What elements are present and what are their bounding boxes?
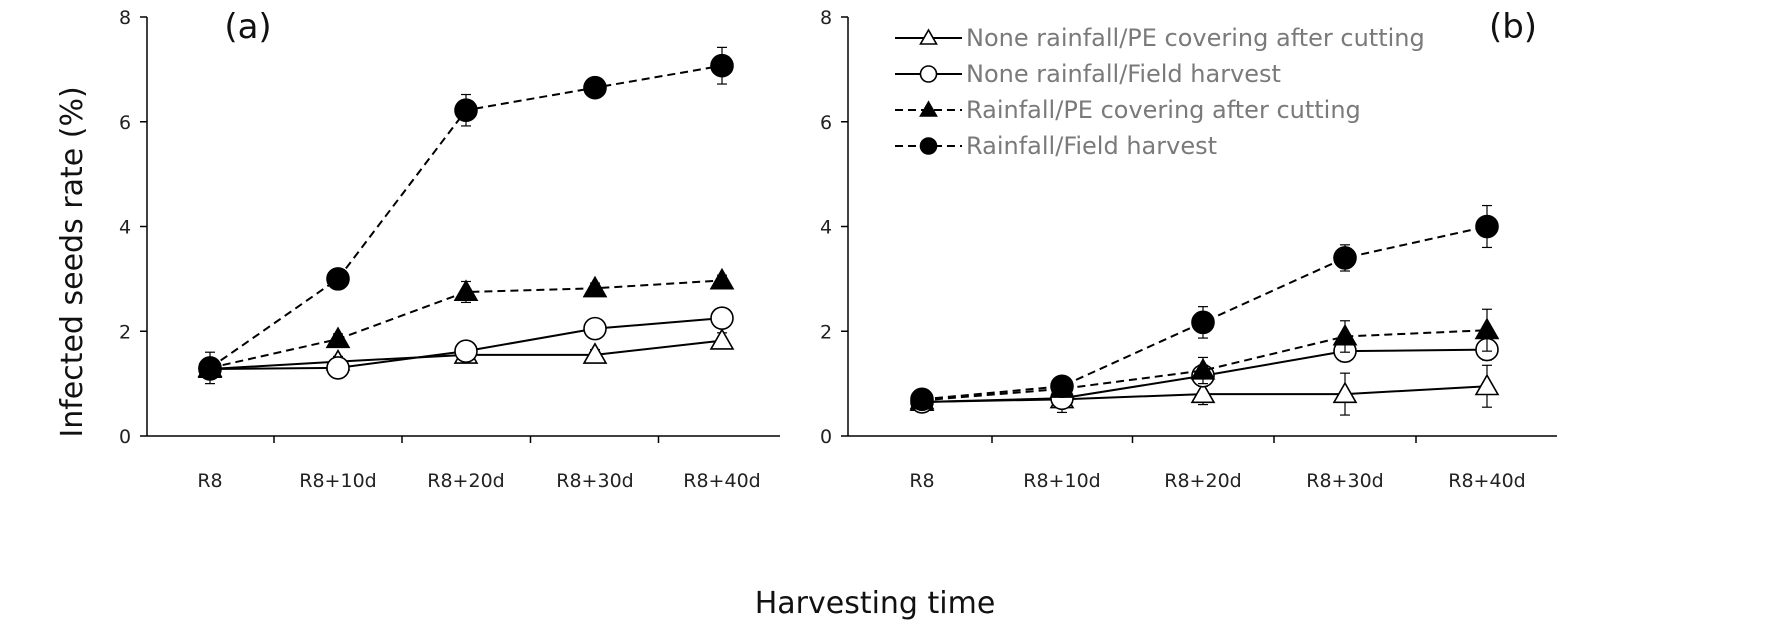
y-tick-label: 4 [119, 217, 131, 239]
data-point [910, 387, 934, 412]
x-tick-label: R8+10d [1023, 470, 1100, 492]
data-point [1474, 317, 1500, 340]
y-tick-label: 0 [119, 426, 131, 448]
legend-label: Rainfall/Field harvest [966, 132, 1217, 160]
data-point [326, 356, 350, 380]
series-2 [198, 306, 734, 381]
legend-label: None rainfall/PE covering after cutting [966, 24, 1425, 52]
data-point [1474, 373, 1500, 396]
data-point [709, 328, 735, 350]
x-tick-label: R8+20d [427, 470, 504, 492]
x-tick-label: R8+30d [1306, 470, 1383, 492]
data-point [1190, 357, 1216, 380]
data-point [1475, 214, 1499, 239]
data-point [583, 75, 607, 100]
data-point [583, 316, 607, 341]
y-tick-label: 8 [119, 7, 131, 29]
y-tick-label: 4 [820, 217, 832, 239]
x-axis-title: Harvesting time [755, 586, 996, 621]
legend-marker [919, 28, 938, 45]
panel-b: 0 2 4 6 8 R8 R8+10d R8+20d R8+30d R8+40d (b) [820, 7, 1557, 492]
series-4 [910, 204, 1499, 412]
series-line [921, 329, 1488, 402]
data-point [1333, 246, 1357, 270]
x-tick-label: R8+40d [683, 470, 760, 492]
x-tick-label: R8+40d [1448, 470, 1525, 492]
x-tick-label: R8 [909, 470, 934, 492]
panel-label: (a) [224, 7, 271, 47]
y-axis-title: Infected seeds rate (%) [55, 86, 90, 437]
legend-entry-1: None rainfall/PE covering after cutting [895, 24, 1425, 52]
y-tick-label: 0 [820, 426, 832, 448]
y-tick-label: 2 [119, 321, 131, 343]
legend-entry-3: Rainfall/PE covering after cutting [895, 96, 1361, 124]
legend-label: Rainfall/PE covering after cutting [966, 96, 1361, 124]
data-point [198, 356, 222, 380]
legend-entry-2: None rainfall/Field harvest [895, 60, 1281, 88]
legend-label: None rainfall/Field harvest [966, 60, 1281, 88]
data-point [454, 339, 478, 363]
x-tick-label: R8+30d [556, 470, 633, 492]
panel-a: 0 2 4 6 8 R8 R8+10d R8+20d R8+30d R8+40d (a) [119, 7, 780, 492]
data-point [582, 342, 608, 364]
data-point [1190, 381, 1216, 404]
x-tick-label: R8+10d [299, 470, 376, 492]
y-tick-label: 8 [820, 7, 832, 29]
x-tick-label: R8+20d [1164, 470, 1241, 492]
data-point [1191, 310, 1215, 335]
data-point [582, 275, 608, 298]
data-point [1332, 323, 1358, 346]
series-4 [198, 46, 734, 385]
legend-marker [919, 137, 938, 155]
legend-entry-4: Rainfall/Field harvest [895, 132, 1217, 160]
y-tick-label: 6 [119, 112, 131, 134]
x-tick-label: R8 [197, 470, 222, 492]
y-tick-label: 6 [820, 112, 832, 134]
data-point [453, 279, 479, 302]
series-line [921, 225, 1488, 401]
y-tick-label: 2 [820, 321, 832, 343]
data-point [710, 306, 734, 330]
data-point [709, 267, 735, 290]
data-point [325, 326, 351, 349]
data-point [326, 267, 350, 291]
legend-marker [919, 65, 938, 83]
data-point [454, 98, 478, 123]
legend: None rainfall/PE covering after cutting N… [895, 24, 1425, 160]
data-point [1050, 374, 1074, 399]
data-point [710, 53, 734, 78]
panel-label: (b) [1489, 7, 1537, 47]
data-point [1332, 381, 1358, 404]
legend-marker [919, 100, 938, 117]
